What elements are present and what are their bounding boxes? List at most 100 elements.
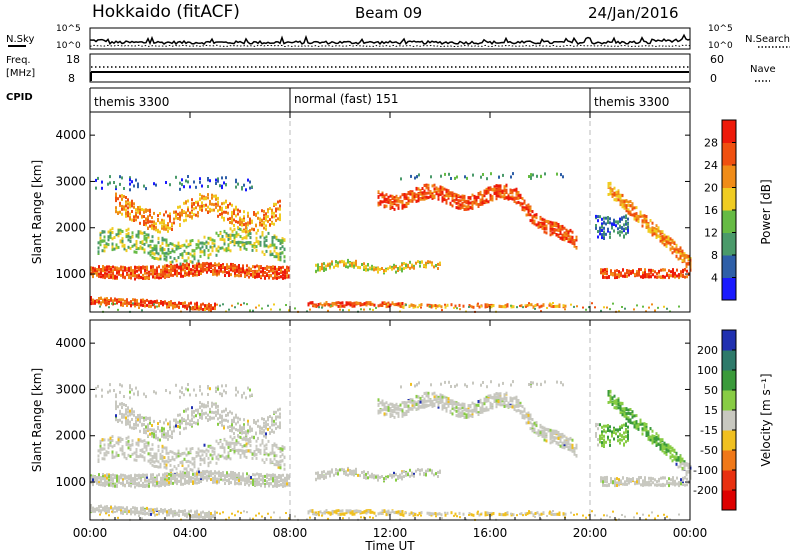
power-cell: [269, 207, 271, 210]
power-cell: [143, 250, 146, 254]
power-cell: [132, 270, 134, 274]
power-cell: [313, 304, 316, 308]
power-cell: [391, 194, 394, 198]
velocity-cell: [203, 461, 206, 465]
power-cell: [103, 249, 106, 253]
power-cell: [272, 265, 274, 269]
power-cell: [685, 255, 688, 259]
power-cell: [312, 305, 314, 308]
power-cell: [238, 264, 240, 267]
velocity-cell: [121, 415, 123, 419]
power-cell: [144, 301, 146, 304]
power-cell: [160, 276, 162, 280]
power-cell: [189, 260, 192, 264]
power-cell: [127, 245, 130, 249]
velocity-cell: [155, 430, 157, 434]
power-cell: [239, 219, 241, 223]
power-cell: [242, 264, 244, 268]
velocity-cell: [101, 447, 104, 451]
power-cell: [187, 175, 189, 178]
power-cell: [626, 271, 628, 275]
velocity-cell: [192, 476, 194, 480]
power-cell: [233, 241, 236, 245]
power-cell: [265, 218, 267, 222]
power-cell: [114, 276, 116, 280]
power-cell: [387, 303, 389, 306]
velocity-cell: [193, 457, 196, 461]
power-cell: [612, 302, 614, 305]
velocity-cell: [252, 483, 254, 486]
power-cell: [539, 225, 542, 229]
power-cell: [444, 305, 447, 309]
power-cell: [653, 229, 656, 233]
power-cell: [224, 270, 226, 274]
power-cell: [128, 276, 130, 279]
power-cell: [315, 305, 318, 308]
power-cell: [199, 177, 201, 181]
power-cell: [211, 202, 213, 206]
power-cell: [119, 231, 122, 235]
power-cell: [169, 242, 172, 246]
power-cell: [263, 226, 265, 230]
power-cell: [543, 230, 546, 234]
power-cell: [227, 246, 230, 250]
power-cell: [255, 240, 258, 244]
power-cell: [108, 270, 110, 274]
velocity-cell: [139, 448, 142, 452]
power-cell: [339, 301, 342, 305]
power-cell: [627, 226, 629, 229]
velocity-cell: [107, 451, 110, 455]
velocity-cell: [232, 472, 234, 476]
power-cell: [475, 202, 478, 206]
power-cell: [143, 223, 145, 226]
power-cell: [361, 303, 364, 307]
power-cell: [450, 177, 452, 180]
velocity-cell: [111, 445, 114, 449]
velocity-cell: [252, 481, 254, 485]
power-cell: [194, 264, 196, 268]
power-cell: [335, 263, 337, 267]
velocity-cell: [231, 411, 233, 415]
power-cell: [602, 275, 604, 279]
power-cell: [174, 302, 176, 305]
power-cell: [270, 274, 272, 278]
power-cell: [621, 226, 623, 230]
power-cell: [510, 175, 512, 179]
velocity-cell: [135, 450, 138, 454]
power-cell: [533, 221, 536, 225]
velocity-cell: [211, 449, 214, 453]
power-cell: [389, 207, 392, 210]
power-cell: [235, 231, 238, 235]
velocity-cell: [255, 448, 258, 452]
power-cell: [349, 264, 351, 268]
power-cell: [548, 303, 551, 307]
power-cell: [258, 304, 260, 307]
velocity-cell: [145, 417, 147, 421]
velocity-cell: [220, 472, 222, 475]
power-cell: [513, 188, 516, 192]
power-cell: [629, 213, 632, 216]
power-cell: [363, 308, 365, 311]
power-cell: [247, 230, 249, 234]
power-cell: [281, 237, 284, 241]
velocity-cell: [96, 479, 98, 483]
velocity-cell: [187, 407, 189, 411]
velocity-cell: [149, 432, 151, 436]
power-cell: [239, 227, 242, 231]
power-cell: [202, 302, 204, 306]
velocity-cell: [229, 445, 232, 448]
power-cell: [607, 216, 609, 219]
velocity-cell: [227, 454, 230, 458]
power-cell: [499, 184, 502, 188]
power-cell: [473, 198, 476, 202]
power-cell: [249, 241, 252, 245]
power-cell: [130, 304, 132, 307]
velocity-cell: [196, 475, 198, 479]
power-cell: [201, 194, 203, 198]
power-cell: [607, 227, 609, 231]
velocity-cell: [98, 481, 100, 485]
velocity-cell: [154, 480, 156, 484]
power-cell: [639, 210, 642, 214]
velocity-cell: [243, 427, 245, 431]
power-cell: [447, 189, 450, 193]
